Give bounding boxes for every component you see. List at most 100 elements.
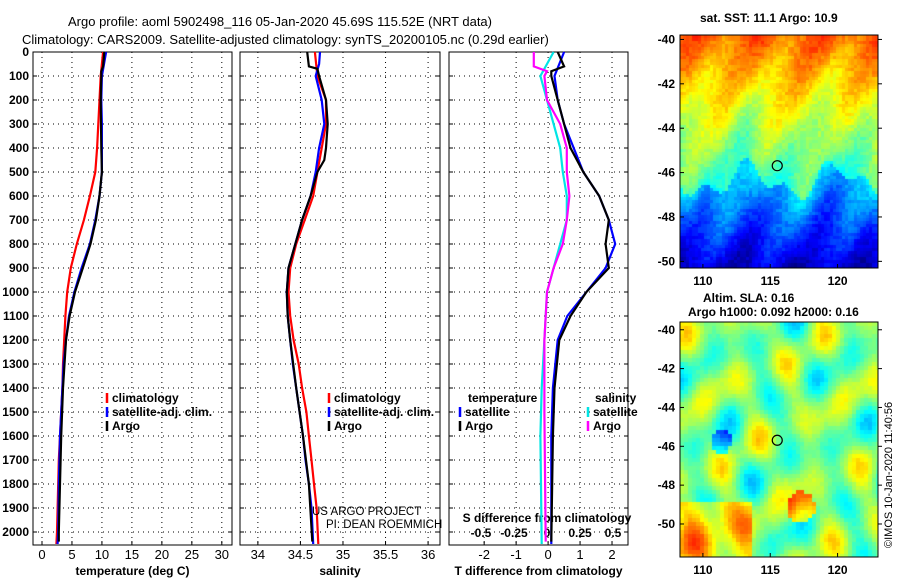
y-tick-label: -42 [658,77,676,91]
y-tick-label: 1300 [2,357,29,371]
y-tick-label: 1900 [2,501,29,515]
y-tick-label: 400 [9,141,29,155]
x-tick-label: -1 [510,547,522,562]
y-tick-label: 2000 [2,525,29,539]
y-tick-label: 1400 [2,381,29,395]
legend-title: salinity [595,391,637,405]
x-tick-label: 30 [215,547,229,562]
y-tick-label: 100 [9,69,29,83]
x-tick-label: 20 [155,547,169,562]
x-tick-label: 25 [185,547,199,562]
x-tick-label: 35 [336,547,350,562]
credit-pi: PI: DEAN ROEMMICH [326,519,442,531]
y-tick-label: 700 [9,213,29,227]
x-tick-label: 34 [251,547,265,562]
panel-difference-frame [448,51,629,546]
sst-map-image [680,35,878,268]
x-tick-label: 0 [38,547,45,562]
x-tick-label: 36 [421,547,435,562]
y-tick-label: -42 [658,362,676,376]
panel-temperature-frame [32,51,233,546]
y-tick-label: 1800 [2,477,29,491]
legend-label: climatology [334,391,401,405]
y-tick-label: -48 [658,210,676,224]
x-tick-label: 2 [608,547,615,562]
y-tick-label: 1700 [2,453,29,467]
sst-map-frame [679,34,879,269]
x-tick-label: 115 [761,274,781,288]
legend-label: climatology [112,391,179,405]
series-argo [285,51,329,542]
title-line-2: Climatology: CARS2009. Satellite-adjuste… [22,32,549,47]
argo-location-marker [771,434,783,446]
y-tick-label: -50 [658,517,676,531]
x-tick-label: 110 [693,274,713,288]
watermark: ©IMOS 10-Jan-2020 11:40:56 [883,402,895,548]
x-tick-label: -2 [478,547,490,562]
y-tick-label: 0 [22,45,29,59]
x-tick-label: 15 [125,547,139,562]
s-tick-label: 0.5 [605,526,622,540]
x-tick-label: 110 [693,563,713,577]
x-tick-label: 5 [68,547,75,562]
y-tick-label: -44 [658,400,676,414]
legend-label: satellite [465,405,510,419]
series-argo [57,51,106,542]
sla-map-frame [679,321,879,558]
y-tick-label: 800 [9,237,29,251]
x-tick-label: 0 [544,547,551,562]
sla-map-subtitle: Argo h1000: 0.092 h2000: 0.16 [688,305,859,319]
y-tick-label: -44 [658,121,676,135]
y-tick-label: 900 [9,261,29,275]
series-s-argo [532,52,571,542]
legend-label: satellite-adj. clim. [334,405,434,419]
legend-label: satellite [593,405,638,419]
y-tick-label: 600 [9,189,29,203]
y-tick-label: 200 [9,93,29,107]
x-tick-label: 115 [761,563,781,577]
legend-label: Argo [465,419,493,433]
legend-title: temperature [468,391,538,405]
x-tick-label: 1 [576,547,583,562]
series-t-argo [550,51,610,542]
y-tick-label: 1200 [2,333,29,347]
series-climatology [287,51,328,545]
s-tick-label: 0 [544,526,551,540]
credit-project: US ARGO PROJECT [312,506,421,518]
s-tick-label: 0.25 [568,526,592,540]
x-axis-label: T difference from climatology [454,564,622,578]
y-tick-label: 1600 [2,429,29,443]
y-tick-label: -48 [658,478,676,492]
y-tick-label: -46 [658,439,676,453]
s-tick-label: -0.25 [500,526,528,540]
title-line-1: Argo profile: aoml 5902498_116 05-Jan-20… [68,14,492,29]
legend-label: Argo [334,419,362,433]
x-tick-label: 120 [828,274,848,288]
sst-map-title: sat. SST: 11.1 Argo: 10.9 [700,11,838,25]
legend-label: Argo [593,419,621,433]
x-axis-label: temperature (deg C) [75,564,189,578]
x-tick-label: 10 [95,547,109,562]
y-tick-label: -46 [658,166,676,180]
x-tick-label: 34.5 [288,547,313,562]
s-tick-label: -0.5 [471,526,492,540]
y-tick-label: -50 [658,254,676,268]
s-axis-label: S difference from climatology [463,511,632,525]
x-axis-label: salinity [319,564,361,578]
legend-label: Argo [112,419,140,433]
sla-map-image [680,322,878,557]
argo-location-marker [771,160,783,172]
y-tick-label: 500 [9,165,29,179]
x-tick-label: 35.5 [373,547,398,562]
x-tick-label: 120 [828,563,848,577]
y-tick-label: 300 [9,117,29,131]
y-tick-label: -40 [658,323,676,337]
legend-label: satellite-adj. clim. [112,405,212,419]
y-tick-label: -40 [658,32,676,46]
panel-salinity-frame [239,51,441,546]
y-tick-label: 1000 [2,285,29,299]
sla-map-title: Altim. SLA: 0.16 [703,291,795,305]
y-tick-label: 1500 [2,405,29,419]
